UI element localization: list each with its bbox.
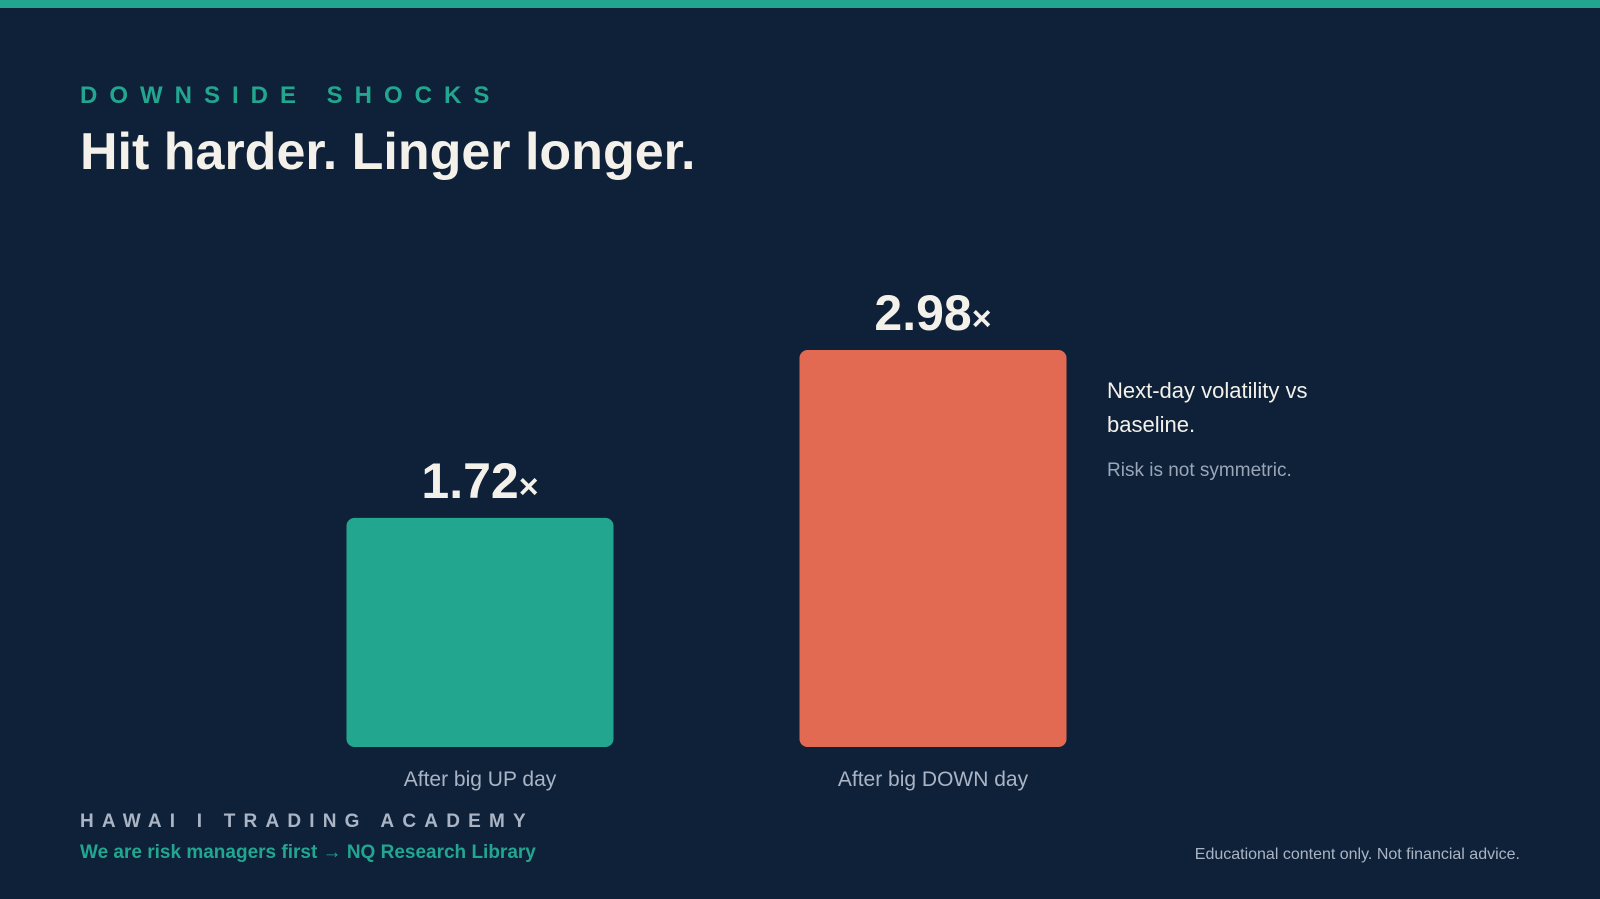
brand-name: HAWAI I TRADING ACADEMY: [80, 811, 534, 832]
bar-up-day: [346, 517, 614, 747]
disclaimer-text: Educational content only. Not financial …: [1194, 846, 1520, 863]
category-label: After big UP day: [404, 768, 557, 791]
section-eyebrow: DOWNSIDE SHOCKS: [80, 82, 502, 109]
bar-value-label: 2.98×: [874, 285, 991, 341]
chart-note-subtitle: Risk is not symmetric.: [1107, 460, 1292, 481]
page-title: Hit harder. Linger longer.: [80, 123, 696, 181]
bar-value-label: 1.72×: [421, 453, 538, 509]
top-accent-bar: [0, 0, 1600, 8]
brand-tagline-link[interactable]: We are risk managers first → NQ Research…: [80, 842, 536, 863]
chart-note-title: Next-day volatility vs baseline.: [1107, 378, 1308, 437]
bar-down-day: [799, 350, 1067, 747]
category-label: After big DOWN day: [838, 768, 1029, 791]
